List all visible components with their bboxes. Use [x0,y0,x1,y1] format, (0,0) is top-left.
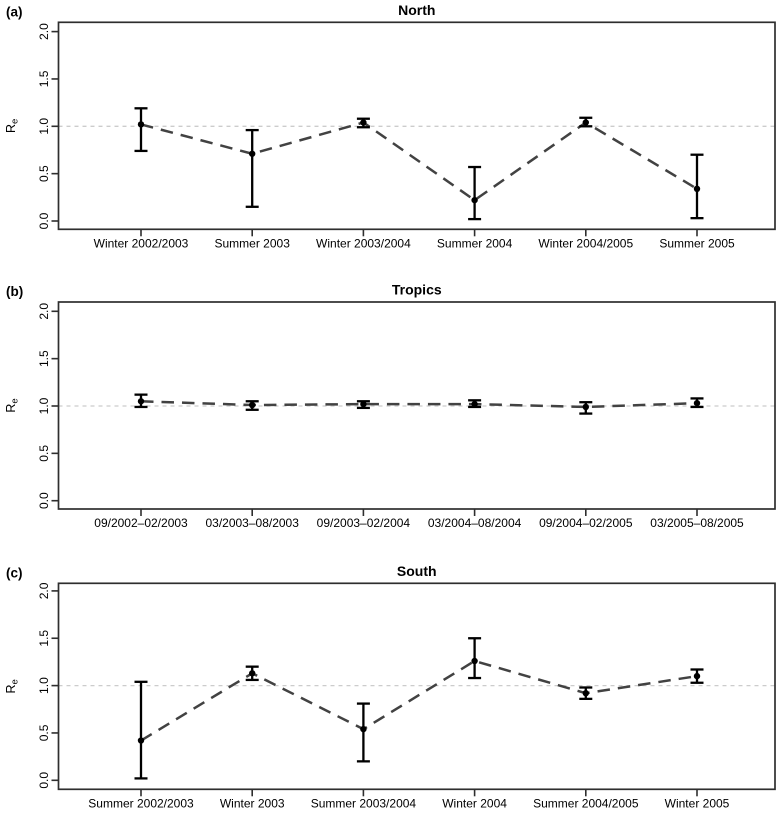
x-axis-tick-label: Winter 2002/2003 [94,236,189,250]
data-point [249,401,256,409]
x-axis-tick-label: 09/2003–02/2004 [317,516,411,530]
panel-title: Tropics [392,282,442,298]
series-line [140,121,698,202]
y-axis-tick-label: 1.0 [37,118,51,135]
x-axis-tick-label: Winter 2003 [220,796,285,810]
y-axis-tick-label: 0.5 [37,165,51,182]
panel-title: North [398,2,435,18]
y-axis-tick-label: 2.0 [37,303,51,320]
panel-title: South [397,563,437,579]
data-point [693,672,701,680]
series-line [140,400,698,409]
y-axis-tick-label: 0.5 [37,445,51,462]
x-axis-tick-label: Summer 2003 [215,236,291,250]
series-line [140,659,698,742]
data-point [137,737,145,744]
data-point [360,400,367,408]
y-axis-tick-label: 1.5 [37,70,51,87]
x-axis-tick-label: Summer 2005 [659,236,735,250]
y-axis-label: Re [4,398,21,412]
panel-c: (c) South 0.0 0.5 1.0 1.5 2.0 Re Summer 2002/200… [4,563,776,810]
x-axis-tick-label: Winter 2005 [665,796,730,810]
y-axis-tick-label: 0.5 [37,724,51,741]
data-point [582,119,589,126]
data-point [137,398,145,405]
data-point [471,657,478,665]
x-axis-tick-label: 03/2005–08/2005 [650,516,744,530]
data-point [471,400,478,408]
data-point [249,150,256,157]
panel-b: (b) Tropics 0.0 0.5 1.0 1.5 2.0 Re 09/2002–02/20… [4,282,776,530]
data-point [582,403,589,411]
data-point [360,119,367,126]
x-axis-tick-label: 03/2004–08/2004 [428,516,522,530]
data-point [360,725,367,733]
x-axis-tick-label: Summer 2004 [437,236,513,250]
y-axis-tick-label: 1.5 [37,630,51,647]
data-point [471,196,478,204]
y-axis-tick-label: 0.0 [37,492,51,509]
y-axis-tick-label: 1.5 [37,350,51,367]
data-point [693,185,701,193]
x-axis-tick-label: 03/2003–08/2003 [205,516,299,530]
y-axis-tick-label: 2.0 [37,23,51,40]
x-axis-tick-label: Winter 2004/2005 [538,236,633,250]
plot-box [57,21,776,231]
y-axis-tick-label: 0.0 [37,772,51,789]
x-axis-tick-label: 09/2004–02/2005 [539,516,633,530]
x-axis-tick-label: Summer 2004/2005 [533,796,639,810]
y-axis-label: Re [4,119,21,133]
panel-letter: (b) [6,284,23,299]
y-axis-tick-label: 1.0 [37,397,51,414]
y-axis-tick-label: 2.0 [37,582,51,599]
data-point [249,670,256,677]
x-axis-tick-label: 09/2002–02/2003 [94,516,188,530]
y-axis-label: Re [4,679,21,693]
x-axis-tick-label: Winter 2004 [442,796,507,810]
x-axis-tick-label: Summer 2002/2003 [88,796,194,810]
x-axis-tick-label: Winter 2003/2004 [316,236,411,250]
data-point [693,399,701,407]
panel-a: (a) North 0.0 0.5 1.0 1.5 2.0 Re Winter 2002/200… [4,2,776,250]
y-axis-tick-label: 0.0 [37,212,51,229]
panel-letter: (a) [6,4,23,19]
x-axis-tick-label: Summer 2003/2004 [311,796,417,810]
plot-box [57,582,776,791]
plot-box [57,301,776,510]
y-axis-tick-label: 1.0 [37,677,51,694]
panel-letter: (c) [6,565,23,580]
data-point [137,121,145,128]
data-point [582,689,589,697]
